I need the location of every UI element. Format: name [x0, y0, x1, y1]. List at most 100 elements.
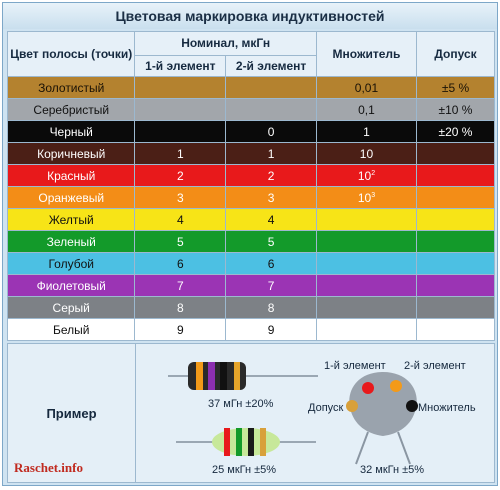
tolerance-cell — [416, 318, 495, 341]
tolerance-cell: ±10 % — [416, 98, 495, 121]
label-second-element: 2-й элемент — [404, 360, 466, 372]
header-color: Цвет полосы (точки) — [6, 31, 136, 77]
header-second: 2-й элемент — [225, 54, 317, 78]
label-first-element: 1-й элемент — [324, 360, 386, 372]
multiplier-value: 0,01 — [354, 80, 379, 95]
table-row: Серебристый 0,1 ±10 % — [6, 98, 495, 121]
color-name-cell: Фиолетовый — [6, 274, 136, 297]
header-nominal: Номинал, мкГн — [134, 31, 317, 56]
table-row: Серый 8 8 — [6, 296, 495, 319]
multiplier-cell — [315, 252, 418, 275]
multiplier-exponent: 3 — [371, 191, 376, 199]
table-row: Черный 0 1 ±20 % — [6, 120, 495, 143]
second-element-cell: 2 — [225, 164, 317, 187]
multiplier-value: 10 — [359, 146, 374, 161]
color-name-cell: Белый — [6, 318, 136, 341]
first-element-cell — [134, 76, 227, 99]
tolerance-cell: ±5 % — [416, 76, 495, 99]
example-label: Пример — [8, 344, 136, 482]
header-multiplier: Множитель — [315, 31, 418, 77]
color-code-table: Цвет полосы (точки) Номинал, мкГн Множит… — [6, 31, 495, 341]
example-section: Пример 37 мГн ±20% 25 мкГн ±5% — [7, 343, 495, 483]
second-element-cell: 7 — [225, 274, 317, 297]
first-element-cell: 9 — [134, 318, 227, 341]
second-element-cell: 1 — [225, 142, 317, 165]
multiplier-exponent: 2 — [371, 169, 376, 177]
tolerance-cell: ±20 % — [416, 120, 495, 143]
caption-inductor-3: 32 мкГн ±5% — [360, 464, 425, 476]
tolerance-cell — [416, 274, 495, 297]
color-name-cell: Оранжевый — [6, 186, 136, 209]
color-name-cell: Коричневый — [6, 142, 136, 165]
first-element-cell — [134, 120, 227, 143]
caption-inductor-2: 25 мкГн ±5% — [212, 464, 277, 476]
table-row: Золотистый 0,01 ±5 % — [6, 76, 495, 99]
first-element-cell: 3 — [134, 186, 227, 209]
first-element-cell: 4 — [134, 208, 227, 231]
first-element-cell: 1 — [134, 142, 227, 165]
page-title: Цветовая маркировка индуктивностей — [3, 3, 497, 29]
multiplier-value: 0,1 — [358, 102, 375, 117]
first-element-cell — [134, 98, 227, 121]
second-element-cell: 8 — [225, 296, 317, 319]
caption-inductor-1: 37 мГн ±20% — [208, 398, 274, 410]
first-element-cell: 6 — [134, 252, 227, 275]
tolerance-cell — [416, 186, 495, 209]
color-name-cell: Серебристый — [6, 98, 136, 121]
color-name-cell: Зеленый — [6, 230, 136, 253]
table-row: Оранжевый 3 3 103 — [6, 186, 495, 209]
table-row: Голубой 6 6 — [6, 252, 495, 275]
tolerance-cell — [416, 208, 495, 231]
multiplier-cell — [315, 318, 418, 341]
tolerance-cell — [416, 252, 495, 275]
inductor-2-illustration — [176, 428, 316, 456]
color-name-cell: Черный — [6, 120, 136, 143]
second-element-cell: 0 — [225, 120, 317, 143]
table-row: Желтый 4 4 — [6, 208, 495, 231]
table-row: Красный 2 2 102 — [6, 164, 495, 187]
inductor-3-illustration — [346, 372, 418, 465]
label-multiplier: Множитель — [418, 402, 476, 414]
watermark: Raschet.info — [14, 460, 83, 475]
header-first: 1-й элемент — [134, 54, 227, 78]
second-element-cell — [225, 76, 317, 99]
color-name-cell: Серый — [6, 296, 136, 319]
multiplier-cell — [315, 274, 418, 297]
second-element-cell: 3 — [225, 186, 317, 209]
color-name-cell: Красный — [6, 164, 136, 187]
first-element-cell: 2 — [134, 164, 227, 187]
table-row: Белый 9 9 — [6, 318, 495, 341]
table-row: Коричневый 1 1 10 — [6, 142, 495, 165]
multiplier-cell — [315, 230, 418, 253]
tolerance-cell — [416, 296, 495, 319]
second-element-cell: 9 — [225, 318, 317, 341]
color-name-cell: Голубой — [6, 252, 136, 275]
multiplier-cell — [315, 208, 418, 231]
multiplier-cell — [315, 296, 418, 319]
first-element-cell: 8 — [134, 296, 227, 319]
multiplier-cell: 102 — [315, 164, 418, 187]
header-tolerance: Допуск — [416, 31, 495, 77]
second-element-cell: 5 — [225, 230, 317, 253]
multiplier-value: 10 — [357, 190, 372, 205]
tolerance-cell — [416, 142, 495, 165]
multiplier-cell: 1 — [315, 120, 418, 143]
label-tolerance: Допуск — [308, 402, 344, 414]
multiplier-cell: 10 — [315, 142, 418, 165]
color-name-cell: Золотистый — [6, 76, 136, 99]
multiplier-cell: 0,1 — [315, 98, 418, 121]
multiplier-cell: 103 — [315, 186, 418, 209]
first-element-cell: 5 — [134, 230, 227, 253]
tolerance-cell — [416, 164, 495, 187]
tolerance-cell — [416, 230, 495, 253]
second-element-cell: 6 — [225, 252, 317, 275]
multiplier-cell: 0,01 — [315, 76, 418, 99]
inductor-1-illustration — [168, 362, 318, 390]
second-element-cell: 4 — [225, 208, 317, 231]
table-body: Золотистый 0,01 ±5 % Серебристый 0,1 ±10 % Чер… — [6, 76, 495, 341]
page: Цветовая маркировка индуктивностей Цвет … — [2, 2, 498, 486]
second-element-cell — [225, 98, 317, 121]
first-element-cell: 7 — [134, 274, 227, 297]
color-name-cell: Желтый — [6, 208, 136, 231]
multiplier-value: 10 — [357, 168, 372, 183]
